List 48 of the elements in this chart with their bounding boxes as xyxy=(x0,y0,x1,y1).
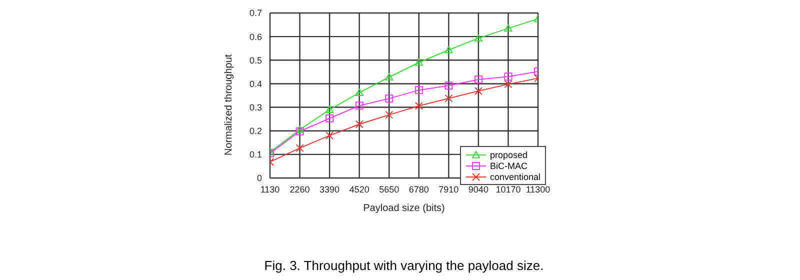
y-tick-label: 0.7 xyxy=(249,8,262,18)
point xyxy=(296,127,304,136)
point xyxy=(385,94,394,103)
point xyxy=(504,80,512,88)
point xyxy=(355,88,364,96)
x-tick-label: 1130 xyxy=(260,184,280,194)
y-tick-label: 0.5 xyxy=(249,55,262,66)
point xyxy=(326,132,334,140)
x-tick-label: 2260 xyxy=(290,184,310,194)
point xyxy=(444,82,453,90)
point xyxy=(326,106,334,113)
point xyxy=(474,75,482,84)
x-axis-title: Payload size (bits) xyxy=(363,203,445,214)
x-tick-label: 3390 xyxy=(320,184,340,194)
y-tick-label: 0.6 xyxy=(249,32,262,42)
point xyxy=(444,94,453,102)
x-tick-label: 9040 xyxy=(468,184,488,194)
point xyxy=(355,120,364,128)
point xyxy=(474,87,482,96)
point xyxy=(414,102,423,110)
legend-label: conventional xyxy=(490,172,541,182)
x-tick-label: 6780 xyxy=(408,184,429,194)
y-tick-label: 0.2 xyxy=(249,126,262,136)
point xyxy=(296,126,304,133)
point xyxy=(296,144,304,152)
y-axis-title: Normalized throughput xyxy=(224,54,235,156)
y-tick-label: 0.4 xyxy=(249,78,262,89)
point xyxy=(385,110,394,119)
caption: Fig. 3. Throughput with varying the payload size. xyxy=(263,258,545,273)
point xyxy=(355,102,364,110)
point xyxy=(385,73,394,80)
y-tick-label: 0 xyxy=(256,173,262,184)
point xyxy=(444,46,453,54)
point xyxy=(474,34,482,42)
x-tick-label: 4520 xyxy=(349,184,370,194)
point xyxy=(326,114,334,122)
legend-label: proposed xyxy=(490,150,528,160)
x-tick-label: 11300 xyxy=(526,184,550,194)
y-tick-label: 0.1 xyxy=(249,150,262,160)
point xyxy=(504,24,512,32)
point xyxy=(414,86,423,94)
y-tick-label: 0.3 xyxy=(249,102,262,112)
x-tick-label: 5650 xyxy=(379,184,400,194)
point xyxy=(504,72,512,81)
point xyxy=(414,58,423,66)
x-tick-label: 10170 xyxy=(496,184,521,194)
x-tick-label: 7910 xyxy=(438,184,459,194)
legend-label: BiC-MAC xyxy=(490,160,528,170)
